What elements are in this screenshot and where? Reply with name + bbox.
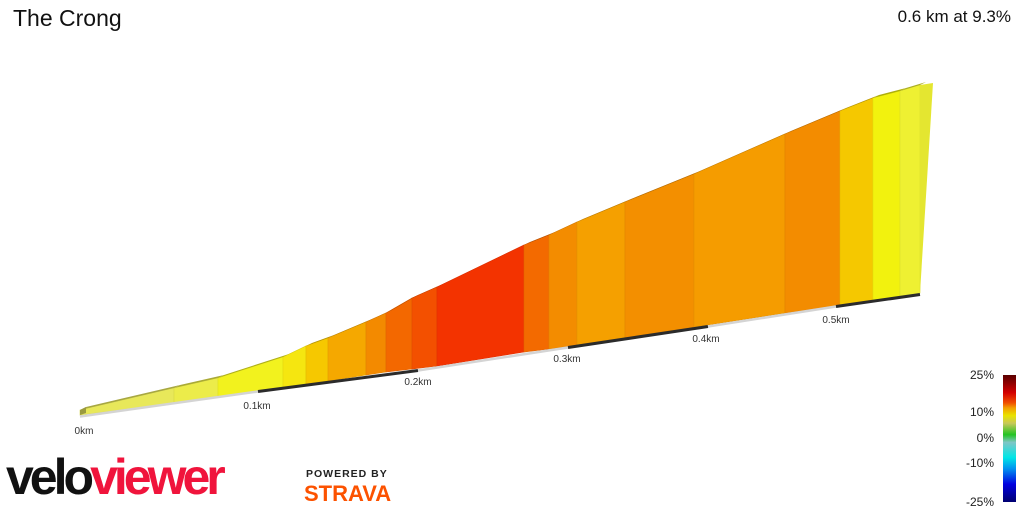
profile-top-bevel	[80, 82, 926, 415]
legend-label-neg25: -25%	[965, 495, 994, 509]
distance-tick-label: 0.5km	[822, 315, 849, 326]
segment-bevel	[386, 295, 418, 313]
distance-tick-label: 0.2km	[404, 377, 431, 388]
baseline-band	[417, 346, 569, 372]
segment-title: The Crong	[13, 5, 122, 31]
strava-logo: STRAVA	[304, 481, 392, 506]
profile-segments	[79, 83, 933, 416]
segment-bevel	[174, 375, 224, 388]
segment-bevel	[577, 199, 631, 222]
distance-tick-label: 0.4km	[692, 334, 719, 345]
profile-segment	[693, 133, 786, 328]
distance-tick-label: 0km	[75, 426, 94, 437]
legend-label-0: 0%	[976, 431, 994, 445]
distance-tick-label: 0.3km	[553, 354, 580, 365]
profile-segment	[523, 234, 550, 353]
gradient-legend: 25% 10% 0% -10% -25%	[950, 368, 1024, 509]
segment-bevel	[80, 385, 180, 410]
profile-segment	[576, 201, 626, 346]
distance-baseline	[79, 293, 921, 418]
profile-segment	[305, 337, 329, 385]
segment-bevel	[283, 343, 312, 357]
baseline-band	[707, 305, 837, 328]
legend-label-neg10: -10%	[965, 456, 994, 470]
logo-viewer: viewer	[90, 449, 226, 505]
baseline-band	[79, 390, 259, 418]
segment-bevel	[524, 232, 555, 245]
profile-segment	[327, 321, 367, 382]
profile-segment	[784, 110, 841, 314]
segment-bevel	[873, 88, 906, 98]
segment-bevel	[785, 108, 846, 134]
segment-bevel	[366, 310, 392, 322]
segment-bevel	[549, 219, 583, 235]
profile-segment	[436, 244, 525, 367]
profile-segment	[365, 312, 387, 376]
veloviewer-logo: veloviewer	[6, 449, 226, 505]
profile-segment	[899, 84, 921, 298]
baseline-band	[835, 293, 921, 308]
legend-label-10: 10%	[969, 405, 994, 419]
distance-tick-labels: 0km 0.1km 0.2km 0.3km 0.4km 0.5km	[75, 315, 850, 437]
profile-segment	[872, 90, 901, 301]
gradient-colorbar	[1003, 375, 1016, 502]
profile-segment	[385, 297, 413, 373]
profile-start-cap	[80, 407, 86, 415]
segment-bevel	[694, 131, 791, 174]
powered-by-label: POWERED BY	[306, 468, 388, 480]
segment-bevel	[625, 171, 700, 202]
profile-end-face	[920, 83, 933, 293]
segment-bevel	[306, 335, 334, 346]
distance-tick-label: 0.1km	[243, 401, 270, 412]
baseline-band	[257, 369, 419, 393]
legend-label-25: 25%	[969, 368, 994, 382]
profile-segment	[282, 345, 307, 389]
segment-bevel	[412, 284, 443, 298]
profile-segment	[548, 221, 578, 350]
segment-bevel	[840, 95, 879, 111]
profile-segment	[624, 173, 695, 339]
segment-bevel	[328, 319, 372, 338]
segment-bevel	[218, 354, 289, 378]
logo-velo: velo	[6, 449, 94, 505]
segment-bevel	[437, 242, 530, 287]
profile-segment	[411, 286, 438, 370]
segment-bevel	[900, 82, 926, 91]
baseline-band	[567, 325, 709, 349]
segment-summary: 0.6 km at 9.3%	[897, 7, 1011, 26]
profile-segment	[839, 97, 874, 306]
